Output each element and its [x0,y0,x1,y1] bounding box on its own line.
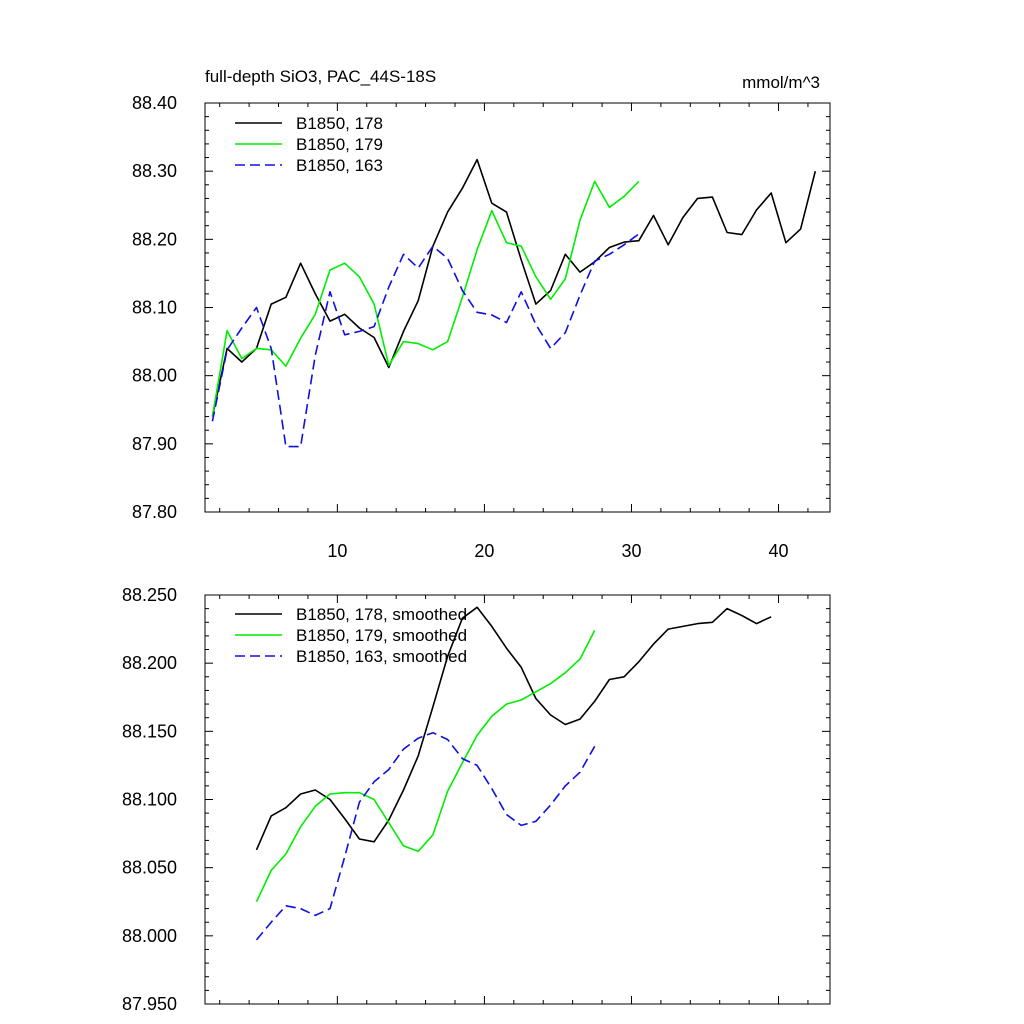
chart-title: full-depth SiO3, PAC_44S-18S [205,67,436,86]
y-tick-label: 87.80 [132,502,177,522]
x-tick-label: 30 [621,541,641,561]
top-chart-panel: full-depth SiO3, PAC_44S-18S mmol/m^3 87… [132,67,831,561]
series-line-1 [211,158,817,417]
y-tick-label: 88.050 [122,858,177,878]
y-tick-label: 88.00 [132,366,177,386]
legend-entry: B1850, 179 [296,135,383,154]
bottom-chart-panel: 87.950 88.000 88.050 88.100 88.150 88.200 88.2… [122,585,831,1014]
y-tick-label: 88.200 [122,653,177,673]
legend-entry: B1850, 178, smoothed [296,605,467,624]
series-line-2 [211,180,640,417]
x-tick-label: 20 [474,541,494,561]
y-tick-label: 88.30 [132,161,177,181]
series-line-1 [255,606,772,851]
y-tick-label: 87.90 [132,434,177,454]
legend-entry: B1850, 163, smoothed [296,647,467,666]
y-tick-label: 88.100 [122,790,177,810]
series-line-3 [255,731,596,941]
y-tick-label: 88.000 [122,926,177,946]
y-tick-label: 88.10 [132,298,177,318]
legend-entry: B1850, 163 [296,156,383,175]
x-tick-label: 40 [769,541,789,561]
series-line-2 [255,630,596,903]
y-tick-label: 88.40 [132,93,177,113]
y-tick-label: 88.150 [122,721,177,741]
y-tick-label: 88.20 [132,229,177,249]
x-tick-label: 10 [327,541,347,561]
legend-entry: B1850, 179, smoothed [296,626,467,645]
series-line-3 [211,233,640,448]
y-tick-label: 87.950 [122,994,177,1014]
legend-entry: B1850, 178 [296,114,383,133]
chart-units-label: mmol/m^3 [742,73,820,92]
y-tick-label: 88.250 [122,585,177,605]
